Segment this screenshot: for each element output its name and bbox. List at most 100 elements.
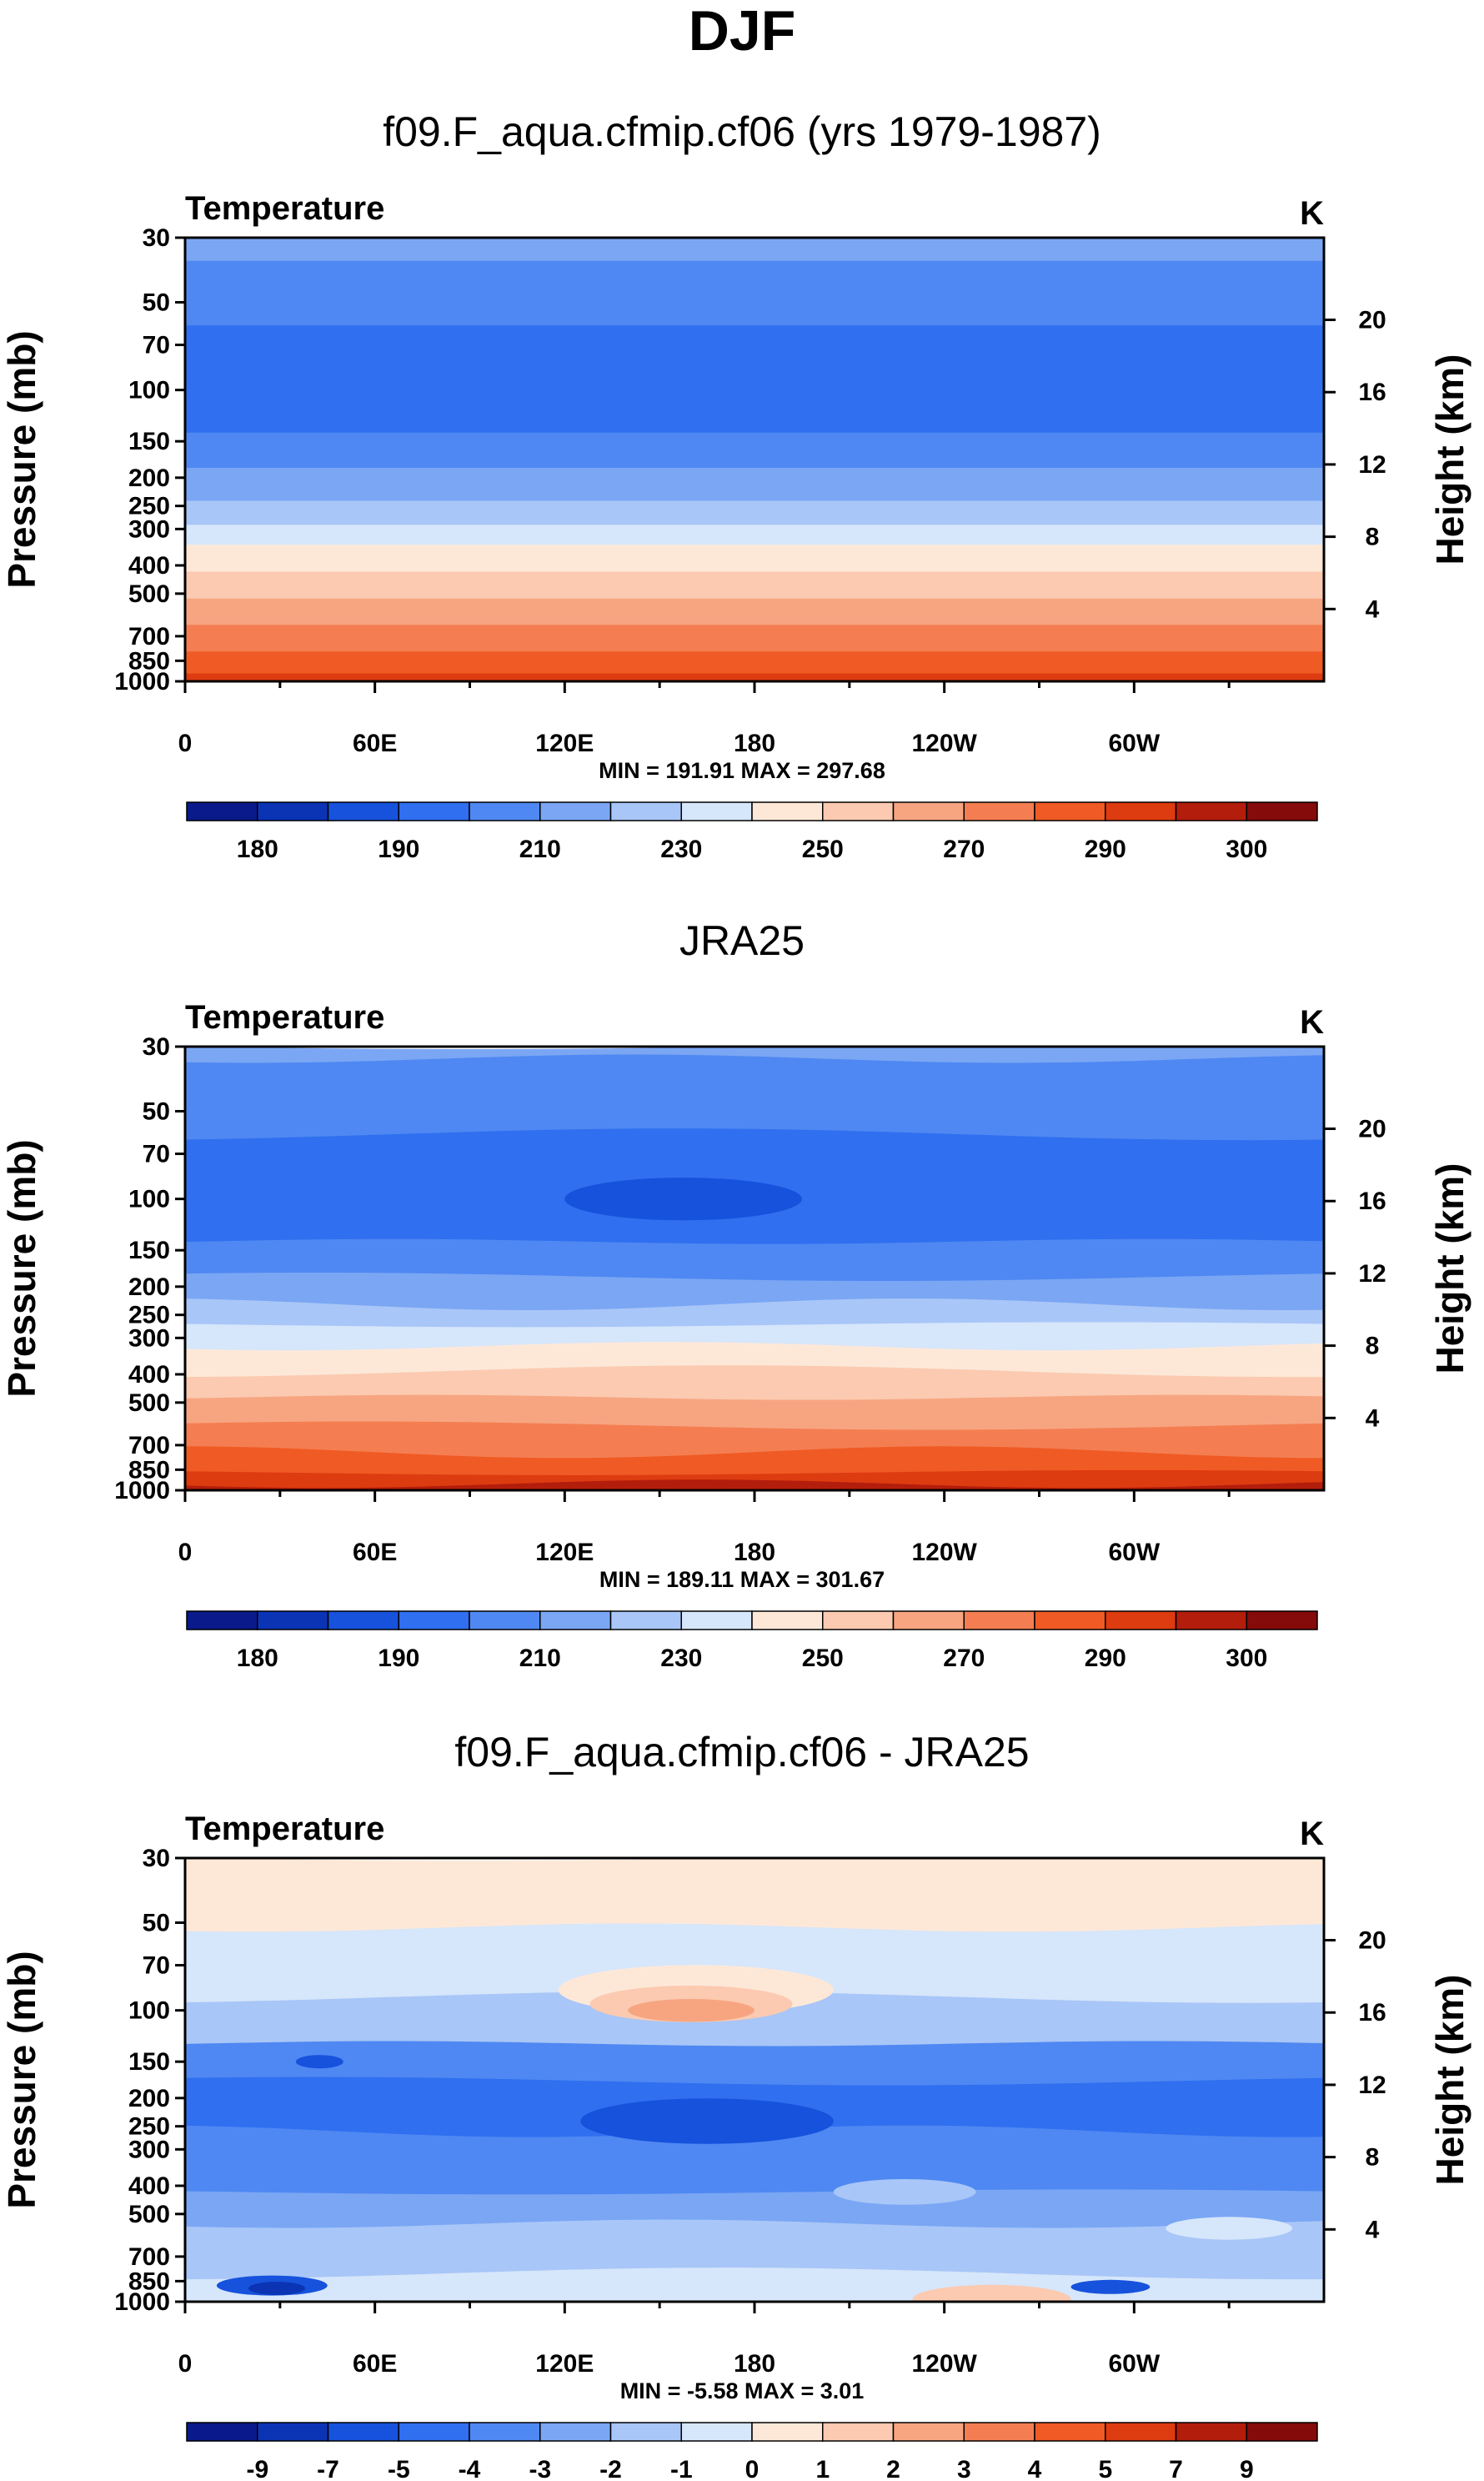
colorbar-swatch <box>680 1610 753 1630</box>
colorbar-label: 210 <box>519 836 561 863</box>
x-tick-label: 180 <box>734 730 775 757</box>
colorbar-label: 9 <box>1240 2456 1254 2481</box>
units-label: K <box>1300 1816 1324 1852</box>
p-tick-label: 700 <box>128 2243 170 2271</box>
colorbar-swatch <box>892 801 965 821</box>
panel-title: f09.F_aqua.cfmip.cf06 - JRA25 <box>454 1729 1029 1775</box>
y2-axis-label: Height (km) <box>1428 1163 1471 1374</box>
y-axis-label: Pressure (mb) <box>0 1951 43 2208</box>
colorbar-swatch <box>186 1610 258 1630</box>
contour-feature <box>912 2284 1071 2302</box>
x-tick-label: 180 <box>734 1539 775 1566</box>
colorbar-swatch <box>539 2422 612 2442</box>
p-tick-label: 30 <box>143 1033 170 1061</box>
p-tick-label: 500 <box>128 2201 170 2228</box>
colorbar-label: -1 <box>670 2456 693 2481</box>
colorbar-swatch <box>892 1610 965 1630</box>
p-tick-label: 300 <box>128 515 170 543</box>
units-label: K <box>1300 195 1324 232</box>
p-tick-label: 850 <box>128 2268 170 2295</box>
p-tick-label: 70 <box>143 1952 170 1980</box>
p-tick-label: 50 <box>143 289 170 317</box>
p-tick-label: 100 <box>128 1186 170 1213</box>
x-tick-label: 60W <box>1108 730 1160 757</box>
colorbar-label: 250 <box>802 836 844 863</box>
colorbar-label: 250 <box>802 1645 844 1672</box>
colorbar-swatch <box>680 801 753 821</box>
variable-label: Temperature <box>185 190 384 227</box>
colorbar-label: 300 <box>1226 1645 1267 1672</box>
colorbar-swatch <box>1105 2422 1177 2442</box>
p-tick-label: 30 <box>143 224 170 252</box>
colorbar-label: 270 <box>943 1645 985 1672</box>
colorbar-swatch <box>1105 1610 1177 1630</box>
contour-layer <box>185 673 1324 681</box>
colorbar-swatch <box>1034 801 1106 821</box>
colorbar: -9 -7 -5 -4 -3 -2 -1 0 1 2 3 4 5 7 9 <box>186 2422 1318 2481</box>
h-tick-label: 20 <box>1358 307 1386 334</box>
colorbar-label: 190 <box>378 836 419 863</box>
colorbar-swatch <box>469 1610 541 1630</box>
contour-feature <box>248 2282 306 2295</box>
x-tick-label: 0 <box>178 1539 193 1566</box>
colorbar-swatch <box>398 1610 470 1630</box>
chart-panel-1: f09.F_aqua.cfmip.cf06 (yrs 1979-1987) Tem… <box>0 108 1471 863</box>
contour-feature <box>295 2055 343 2069</box>
x-tick-label: 60E <box>353 1539 397 1566</box>
y2-axis-label: Height (km) <box>1428 1975 1471 2186</box>
colorbar-swatch <box>1034 1610 1106 1630</box>
colorbar: 180 190 210 230 250 270 290 300 <box>186 801 1318 863</box>
colorbar-swatch <box>539 801 612 821</box>
colorbar-label: 230 <box>660 836 702 863</box>
colorbar-label: 3 <box>957 2456 971 2481</box>
colorbar-swatch <box>327 1610 399 1630</box>
p-tick-label: 100 <box>128 1997 170 2025</box>
panel-title: f09.F_aqua.cfmip.cf06 (yrs 1979-1987) <box>383 108 1101 155</box>
colorbar-swatch <box>822 801 895 821</box>
p-tick-label: 300 <box>128 2136 170 2163</box>
colorbar-swatch <box>257 2422 329 2442</box>
p-tick-label: 100 <box>128 377 170 404</box>
stats-label: MIN = -5.58 MAX = 3.01 <box>620 2378 865 2403</box>
contour-feature <box>1070 2279 1151 2294</box>
colorbar-swatch <box>609 801 682 821</box>
x-tick-label: 60W <box>1108 1539 1160 1566</box>
h-tick-label: 8 <box>1366 1333 1380 1360</box>
p-tick-label: 500 <box>128 1389 170 1417</box>
colorbar-swatch <box>398 2422 470 2442</box>
h-tick-label: 16 <box>1358 379 1386 406</box>
colorbar-swatch <box>1246 1610 1318 1630</box>
stats-label: MIN = 189.11 MAX = 301.67 <box>599 1567 885 1592</box>
colorbar-swatch <box>327 801 399 821</box>
contour-layer <box>185 1479 1324 1490</box>
h-tick-label: 4 <box>1366 595 1380 623</box>
x-tick-label: 120W <box>911 1539 977 1566</box>
colorbar-label: 5 <box>1098 2456 1112 2481</box>
colorbar-label: 180 <box>237 1645 278 1672</box>
p-tick-label: 50 <box>143 1910 170 1937</box>
h-tick-label: 8 <box>1366 2144 1380 2172</box>
colorbar-label: 180 <box>237 836 278 863</box>
p-tick-label: 200 <box>128 2085 170 2112</box>
p-tick-label: 150 <box>128 1237 170 1264</box>
colorbar-swatch <box>751 801 824 821</box>
h-tick-label: 12 <box>1358 1260 1386 1288</box>
p-tick-label: 500 <box>128 580 170 608</box>
contour-field <box>185 238 1324 681</box>
units-label: K <box>1300 1004 1324 1041</box>
colorbar-swatch <box>1246 2422 1318 2442</box>
contour-feature <box>580 2098 834 2144</box>
colorbar-swatch <box>539 1610 612 1630</box>
colorbar-swatch <box>398 801 470 821</box>
p-tick-label: 200 <box>128 465 170 492</box>
colorbar-swatch <box>680 2422 753 2442</box>
colorbar-swatch <box>1246 801 1318 821</box>
colorbar-swatch <box>609 2422 682 2442</box>
colorbar-swatch <box>186 2422 258 2442</box>
y2-axis-label: Height (km) <box>1428 354 1471 565</box>
colorbar-swatch <box>822 1610 895 1630</box>
colorbar-label: 270 <box>943 836 985 863</box>
stats-label: MIN = 191.91 MAX = 297.68 <box>599 758 885 783</box>
colorbar: 180 190 210 230 250 270 290 300 <box>186 1610 1318 1672</box>
